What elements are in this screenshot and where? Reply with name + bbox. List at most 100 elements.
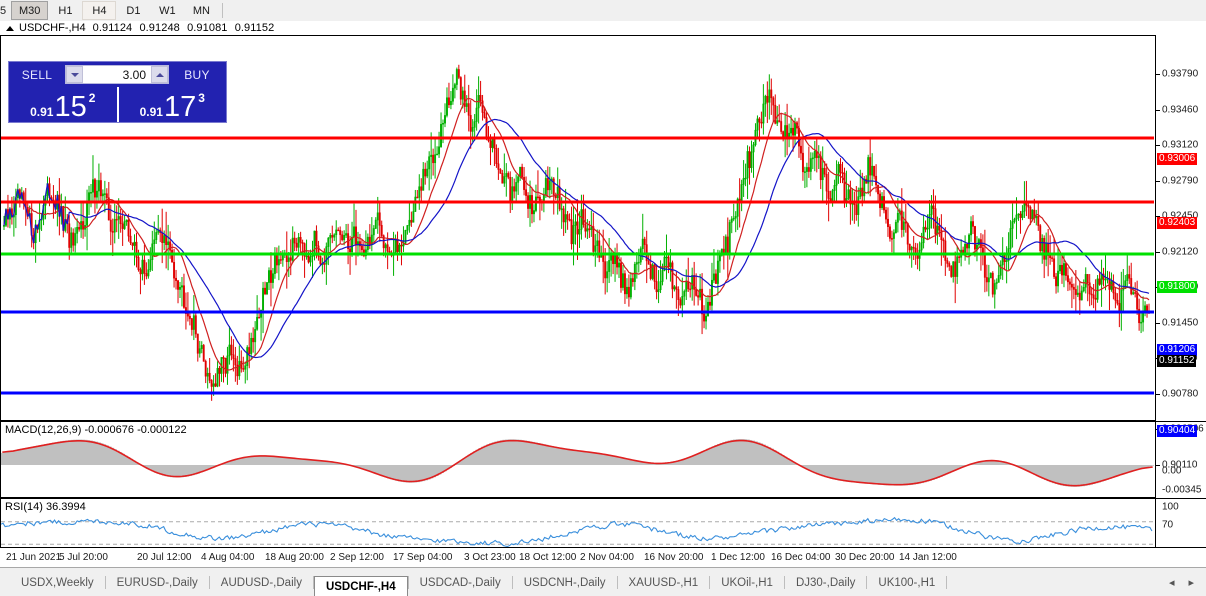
buy-price-big: 17: [163, 91, 197, 123]
ohlc-low: 0.91081: [187, 22, 228, 34]
volume-decrease-button[interactable]: [66, 66, 83, 83]
tab-scroll-left-icon[interactable]: ◂: [1168, 577, 1175, 589]
price-scale[interactable]: 0.93790 0.93460 0.93120 0.92790 0.92450 0.921…: [1155, 35, 1206, 578]
symbol-tab-audusd-daily[interactable]: AUDUSD-,Daily: [220, 576, 302, 589]
price-tick-mark: [1156, 145, 1160, 146]
toolbar-separator: [222, 3, 224, 18]
chevron-up-icon: [155, 72, 164, 77]
price-level-tag[interactable]: 0.91206: [1157, 344, 1198, 356]
time-axis-label: 16 Dec 04:00: [771, 552, 831, 563]
symbol-tab-bar: USDX,Weekly EURUSD-,Daily AUDUSD-,Daily USD…: [0, 567, 1206, 596]
rsi-label: RSI(14) 36.3994: [5, 501, 86, 513]
symbol-tab-usdcad-daily[interactable]: USDCAD-,Daily: [419, 576, 501, 589]
tab-separator: [866, 576, 868, 589]
buy-price-button[interactable]: 0.91 17 3: [116, 87, 227, 123]
tab-separator: [946, 576, 948, 589]
tab-separator: [208, 576, 210, 589]
tab-separator: [511, 576, 513, 589]
tab-separator: [312, 576, 314, 589]
price-level-tag[interactable]: 0.91152: [1157, 355, 1197, 367]
volume-stepper[interactable]: 3.00: [65, 65, 169, 84]
sell-price-fraction: 2: [88, 91, 96, 105]
time-axis-label: 18 Oct 12:00: [519, 552, 577, 563]
buy-price-prefix: 0.91: [139, 105, 163, 119]
price-level-tag[interactable]: 0.92403: [1157, 217, 1198, 229]
collapse-triangle-icon[interactable]: [6, 25, 14, 31]
chart-symbol-label: USDCHF-,H4: [19, 22, 86, 34]
timeframe-w1[interactable]: W1: [159, 4, 176, 17]
price-tick-label: 0.92790: [1162, 175, 1199, 187]
macd-scale-label: 0.00: [1162, 465, 1182, 477]
moving-average-fast: [3, 97, 1150, 371]
symbol-tab-uk100-h1[interactable]: UK100-,H1: [878, 576, 936, 589]
price-tick-mark: [1156, 323, 1160, 324]
timeframe-m30[interactable]: M30: [11, 1, 49, 20]
time-axis-label: 30 Dec 20:00: [835, 552, 895, 563]
timeframe-mn[interactable]: MN: [192, 4, 210, 17]
macd-plot: [1, 439, 1154, 487]
sell-button-label[interactable]: SELL: [21, 67, 53, 82]
symbol-tab-ukoil-h1[interactable]: UKOil-,H1: [721, 576, 773, 589]
tab-separator: [709, 576, 711, 589]
toolbar-clipped-label: 5: [0, 4, 7, 17]
price-tick-label: 0.91450: [1162, 317, 1199, 329]
price-tick-mark: [1156, 216, 1160, 217]
price-tick-mark: [1156, 252, 1160, 253]
volume-increase-button[interactable]: [151, 66, 168, 83]
price-level-tag[interactable]: 0.91800: [1157, 281, 1198, 293]
rsi-scale-label: 100: [1162, 501, 1179, 513]
price-level-tag[interactable]: 0.93006: [1157, 153, 1198, 165]
sell-price-big: 15: [54, 91, 87, 123]
buy-button-label[interactable]: BUY: [184, 67, 210, 82]
price-tick-label: 0.92120: [1162, 246, 1199, 258]
price-tick-label: 0.93790: [1162, 68, 1199, 80]
price-chart-pane[interactable]: [0, 35, 1155, 421]
macd-label: MACD(12,26,9) -0.000676 -0.000122: [5, 424, 187, 436]
timeframe-d1[interactable]: D1: [126, 4, 141, 17]
scale-pane-divider: [1156, 498, 1206, 499]
volume-input[interactable]: 3.00: [83, 66, 151, 83]
time-axis-label: 1 Dec 12:00: [711, 552, 765, 563]
toolbar-empty-area: [227, 0, 1206, 21]
price-tick-mark: [1156, 465, 1160, 466]
timeframe-h1[interactable]: H1: [58, 4, 73, 17]
time-axis-label: 2 Sep 12:00: [330, 552, 384, 563]
rsi-plot: [1, 516, 1154, 548]
macd-histogram: [1, 439, 1154, 487]
symbol-tab-dj30-daily[interactable]: DJ30-,Daily: [795, 576, 856, 589]
symbol-tab-list: USDX,Weekly EURUSD-,Daily AUDUSD-,Daily USD…: [0, 568, 1169, 596]
price-tick-label: 0.93460: [1162, 104, 1199, 116]
sell-price-button[interactable]: 0.91 15 2: [9, 87, 117, 122]
price-tick-mark: [1156, 74, 1160, 75]
price-tick-label: 0.90110: [1162, 459, 1198, 471]
macd-pane[interactable]: MACD(12,26,9) -0.000676 -0.000122: [0, 421, 1155, 498]
symbol-tab-usdcnh-daily[interactable]: USDCNH-,Daily: [523, 576, 606, 589]
time-axis-label: 21 Jun 2021: [6, 552, 62, 563]
price-tick-label: 0.93120: [1162, 139, 1199, 151]
moving-average-slow: [3, 118, 1150, 359]
chevron-down-icon: [70, 72, 79, 77]
symbol-tab-xauusd-h1[interactable]: XAUUSD-,H1: [628, 576, 699, 589]
macd-signal-line: [2, 439, 1153, 487]
chart-title-bar: USDCHF-,H4 0.91124 0.91248 0.91081 0.911…: [0, 21, 1206, 35]
candlestick-plot: [1, 64, 1154, 401]
macd-scale-label: -0.00345: [1162, 484, 1202, 496]
tab-scroll-right-icon[interactable]: ▸: [1188, 577, 1194, 589]
symbol-tab-eurusd-daily[interactable]: EURUSD-,Daily: [116, 576, 198, 589]
price-level-tag[interactable]: 0.90404: [1157, 425, 1198, 437]
tab-separator: [407, 576, 409, 589]
price-tick-mark: [1156, 110, 1160, 111]
tab-separator: [783, 576, 785, 589]
buy-price-fraction: 3: [198, 91, 205, 105]
tab-scroll-controls: ◂ ▸: [1169, 576, 1206, 589]
timeframe-toolbar: 5 M30 H1 H4 D1 W1 MN: [0, 0, 1206, 22]
sell-price-prefix: 0.91: [30, 105, 54, 119]
tab-separator: [104, 576, 106, 589]
timeframe-h4[interactable]: H4: [82, 1, 117, 20]
time-axis-label: 14 Jan 12:00: [899, 552, 957, 563]
time-scale[interactable]: 21 Jun 2021 5 Jul 20:00 20 Jul 12:00 4 Aug …: [0, 547, 1206, 567]
ohlc-high: 0.91248: [139, 22, 180, 34]
symbol-tab-usdx-weekly[interactable]: USDX,Weekly: [21, 576, 94, 589]
symbol-tab-usdchf-h4[interactable]: USDCHF-,H4: [313, 576, 408, 596]
